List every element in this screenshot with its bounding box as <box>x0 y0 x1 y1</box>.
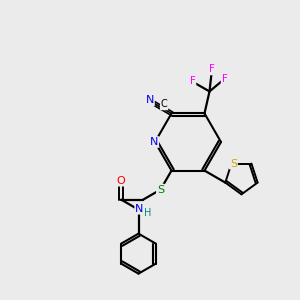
Text: F: F <box>190 76 195 86</box>
Text: N: N <box>150 137 158 147</box>
Text: F: F <box>208 64 214 74</box>
Text: F: F <box>222 74 227 84</box>
Text: S: S <box>230 159 237 169</box>
Text: H: H <box>144 208 151 218</box>
Text: C: C <box>161 99 167 110</box>
Text: O: O <box>117 176 126 186</box>
Text: N: N <box>135 204 144 214</box>
Text: N: N <box>146 95 154 105</box>
Text: S: S <box>157 184 164 195</box>
